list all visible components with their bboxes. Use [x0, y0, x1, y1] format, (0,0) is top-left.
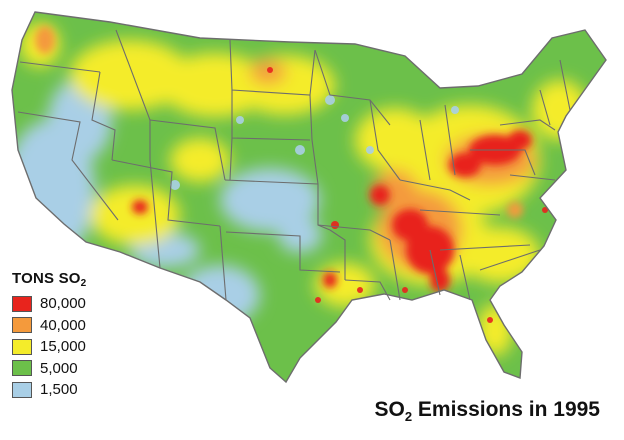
legend: TONS SO2 80,000 40,000 15,000 5,000 1,50…: [12, 270, 142, 401]
legend-title-text: TONS SO: [12, 270, 81, 287]
map-title: SO2 Emissions in 1995: [374, 398, 600, 424]
emission-zones: [12, 23, 588, 356]
legend-label: 5,000: [40, 359, 78, 377]
legend-label: 1,500: [40, 381, 78, 399]
legend-swatch: [12, 317, 32, 334]
legend-title: TONS SO2: [12, 270, 142, 289]
legend-item-5000: 5,000: [12, 358, 142, 380]
legend-label: 80,000: [40, 295, 86, 313]
legend-item-40000: 40,000: [12, 315, 142, 337]
legend-label: 40,000: [40, 316, 86, 334]
map-title-subscript: 2: [404, 409, 413, 424]
legend-item-15000: 15,000: [12, 336, 142, 358]
legend-item-1500: 1,500: [12, 379, 142, 401]
legend-item-80000: 80,000: [12, 293, 142, 315]
legend-label: 15,000: [40, 338, 86, 356]
legend-swatch: [12, 295, 32, 312]
legend-title-subscript: 2: [80, 278, 87, 289]
legend-swatch: [12, 338, 32, 355]
map-title-prefix: SO: [374, 398, 405, 421]
legend-swatch: [12, 360, 32, 377]
state-borders: [11, 11, 607, 384]
legend-swatch: [12, 381, 32, 398]
map-title-suffix: Emissions in 1995: [412, 398, 600, 421]
